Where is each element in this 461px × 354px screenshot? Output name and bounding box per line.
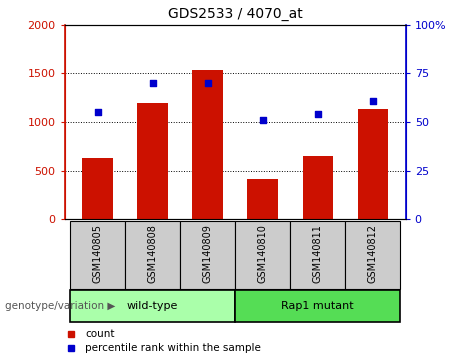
Text: GSM140811: GSM140811 — [313, 224, 323, 283]
Text: GSM140805: GSM140805 — [93, 224, 102, 283]
Bar — [358, 109, 388, 219]
Point — [314, 112, 321, 117]
Point — [204, 80, 211, 86]
Bar — [180, 221, 235, 289]
Text: percentile rank within the sample: percentile rank within the sample — [85, 343, 261, 353]
Text: GSM140812: GSM140812 — [368, 224, 378, 283]
Text: wild-type: wild-type — [127, 301, 178, 311]
Point — [149, 80, 156, 86]
Bar — [345, 221, 400, 289]
Bar — [302, 156, 333, 219]
Bar — [83, 158, 112, 219]
Bar — [125, 221, 180, 289]
Bar — [137, 103, 168, 219]
Bar — [193, 69, 223, 219]
Text: genotype/variation ▶: genotype/variation ▶ — [5, 301, 115, 311]
Bar — [235, 290, 400, 322]
Bar — [248, 178, 278, 219]
Bar — [70, 290, 235, 322]
Point — [94, 110, 101, 115]
Text: GSM140808: GSM140808 — [148, 224, 158, 283]
Title: GDS2533 / 4070_at: GDS2533 / 4070_at — [168, 7, 302, 21]
Text: GSM140810: GSM140810 — [258, 224, 268, 283]
Bar — [70, 221, 125, 289]
Bar — [290, 221, 345, 289]
Bar — [235, 221, 290, 289]
Text: count: count — [85, 330, 114, 339]
Point — [369, 98, 376, 103]
Text: GSM140809: GSM140809 — [202, 224, 213, 283]
Point — [259, 118, 266, 123]
Text: Rap1 mutant: Rap1 mutant — [281, 301, 354, 311]
